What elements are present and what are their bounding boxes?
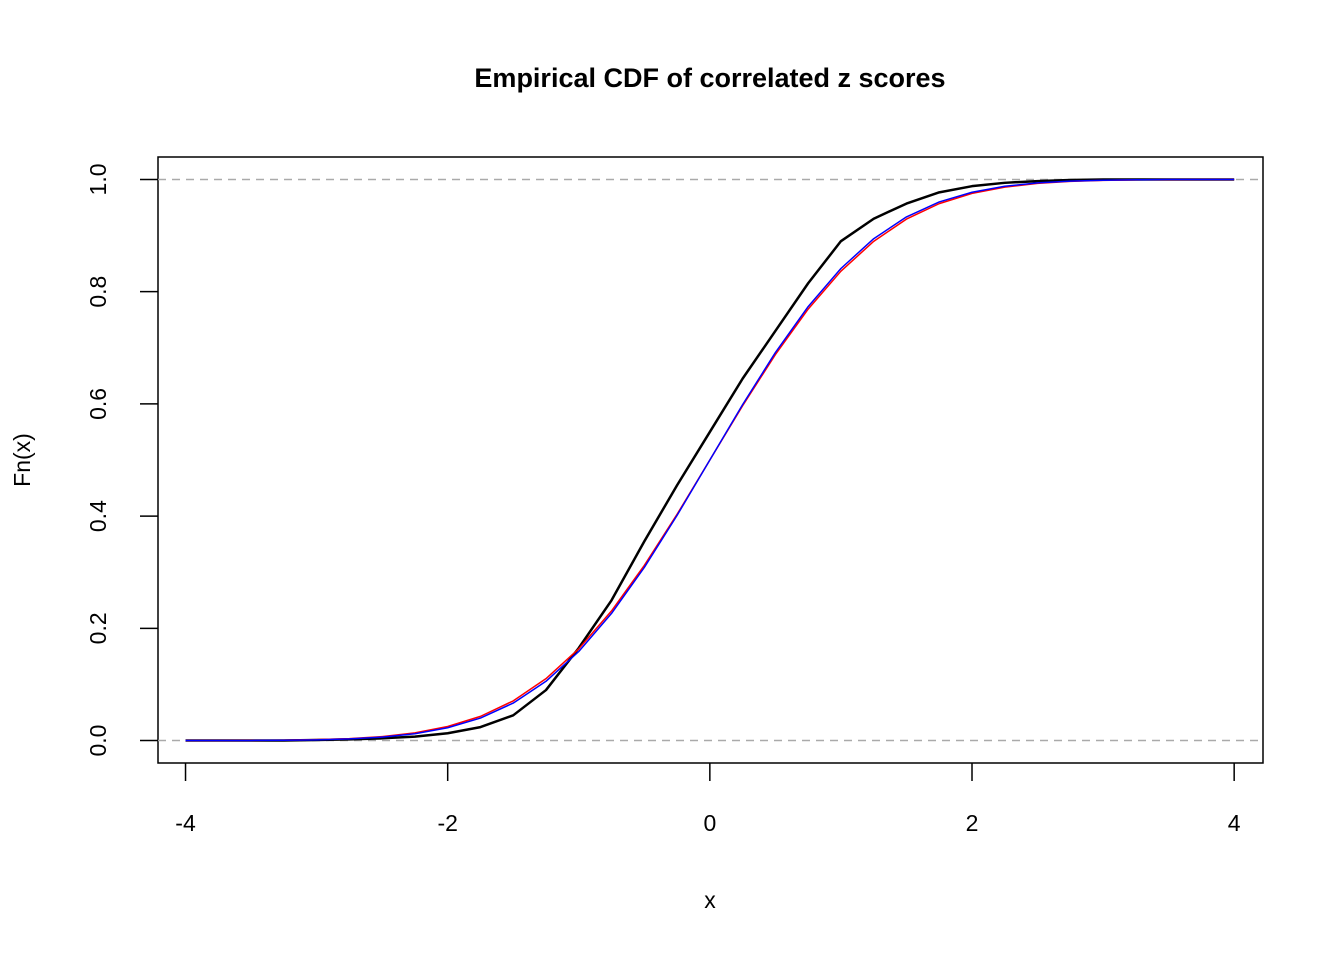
y-tick-label: 0.0 [85, 725, 111, 757]
y-tick-label: 0.8 [85, 276, 111, 308]
y-tick-label: 0.6 [85, 388, 111, 420]
x-tick-label: -2 [437, 810, 457, 836]
x-axis-label: x [704, 887, 716, 913]
y-tick-label: 0.4 [85, 500, 111, 532]
chart-title: Empirical CDF of correlated z scores [474, 63, 945, 93]
cdf-line [185, 178, 1235, 742]
x-tick-label: 4 [1228, 810, 1241, 836]
cdf-line [185, 178, 1235, 742]
x-tick-label: -4 [175, 810, 196, 836]
y-axis-label: Fn(x) [9, 433, 35, 487]
x-tick-label: 2 [966, 810, 979, 836]
y-tick-label: 1.0 [85, 163, 111, 195]
x-tick-label: 0 [703, 810, 716, 836]
y-tick-label: 0.2 [85, 612, 111, 644]
